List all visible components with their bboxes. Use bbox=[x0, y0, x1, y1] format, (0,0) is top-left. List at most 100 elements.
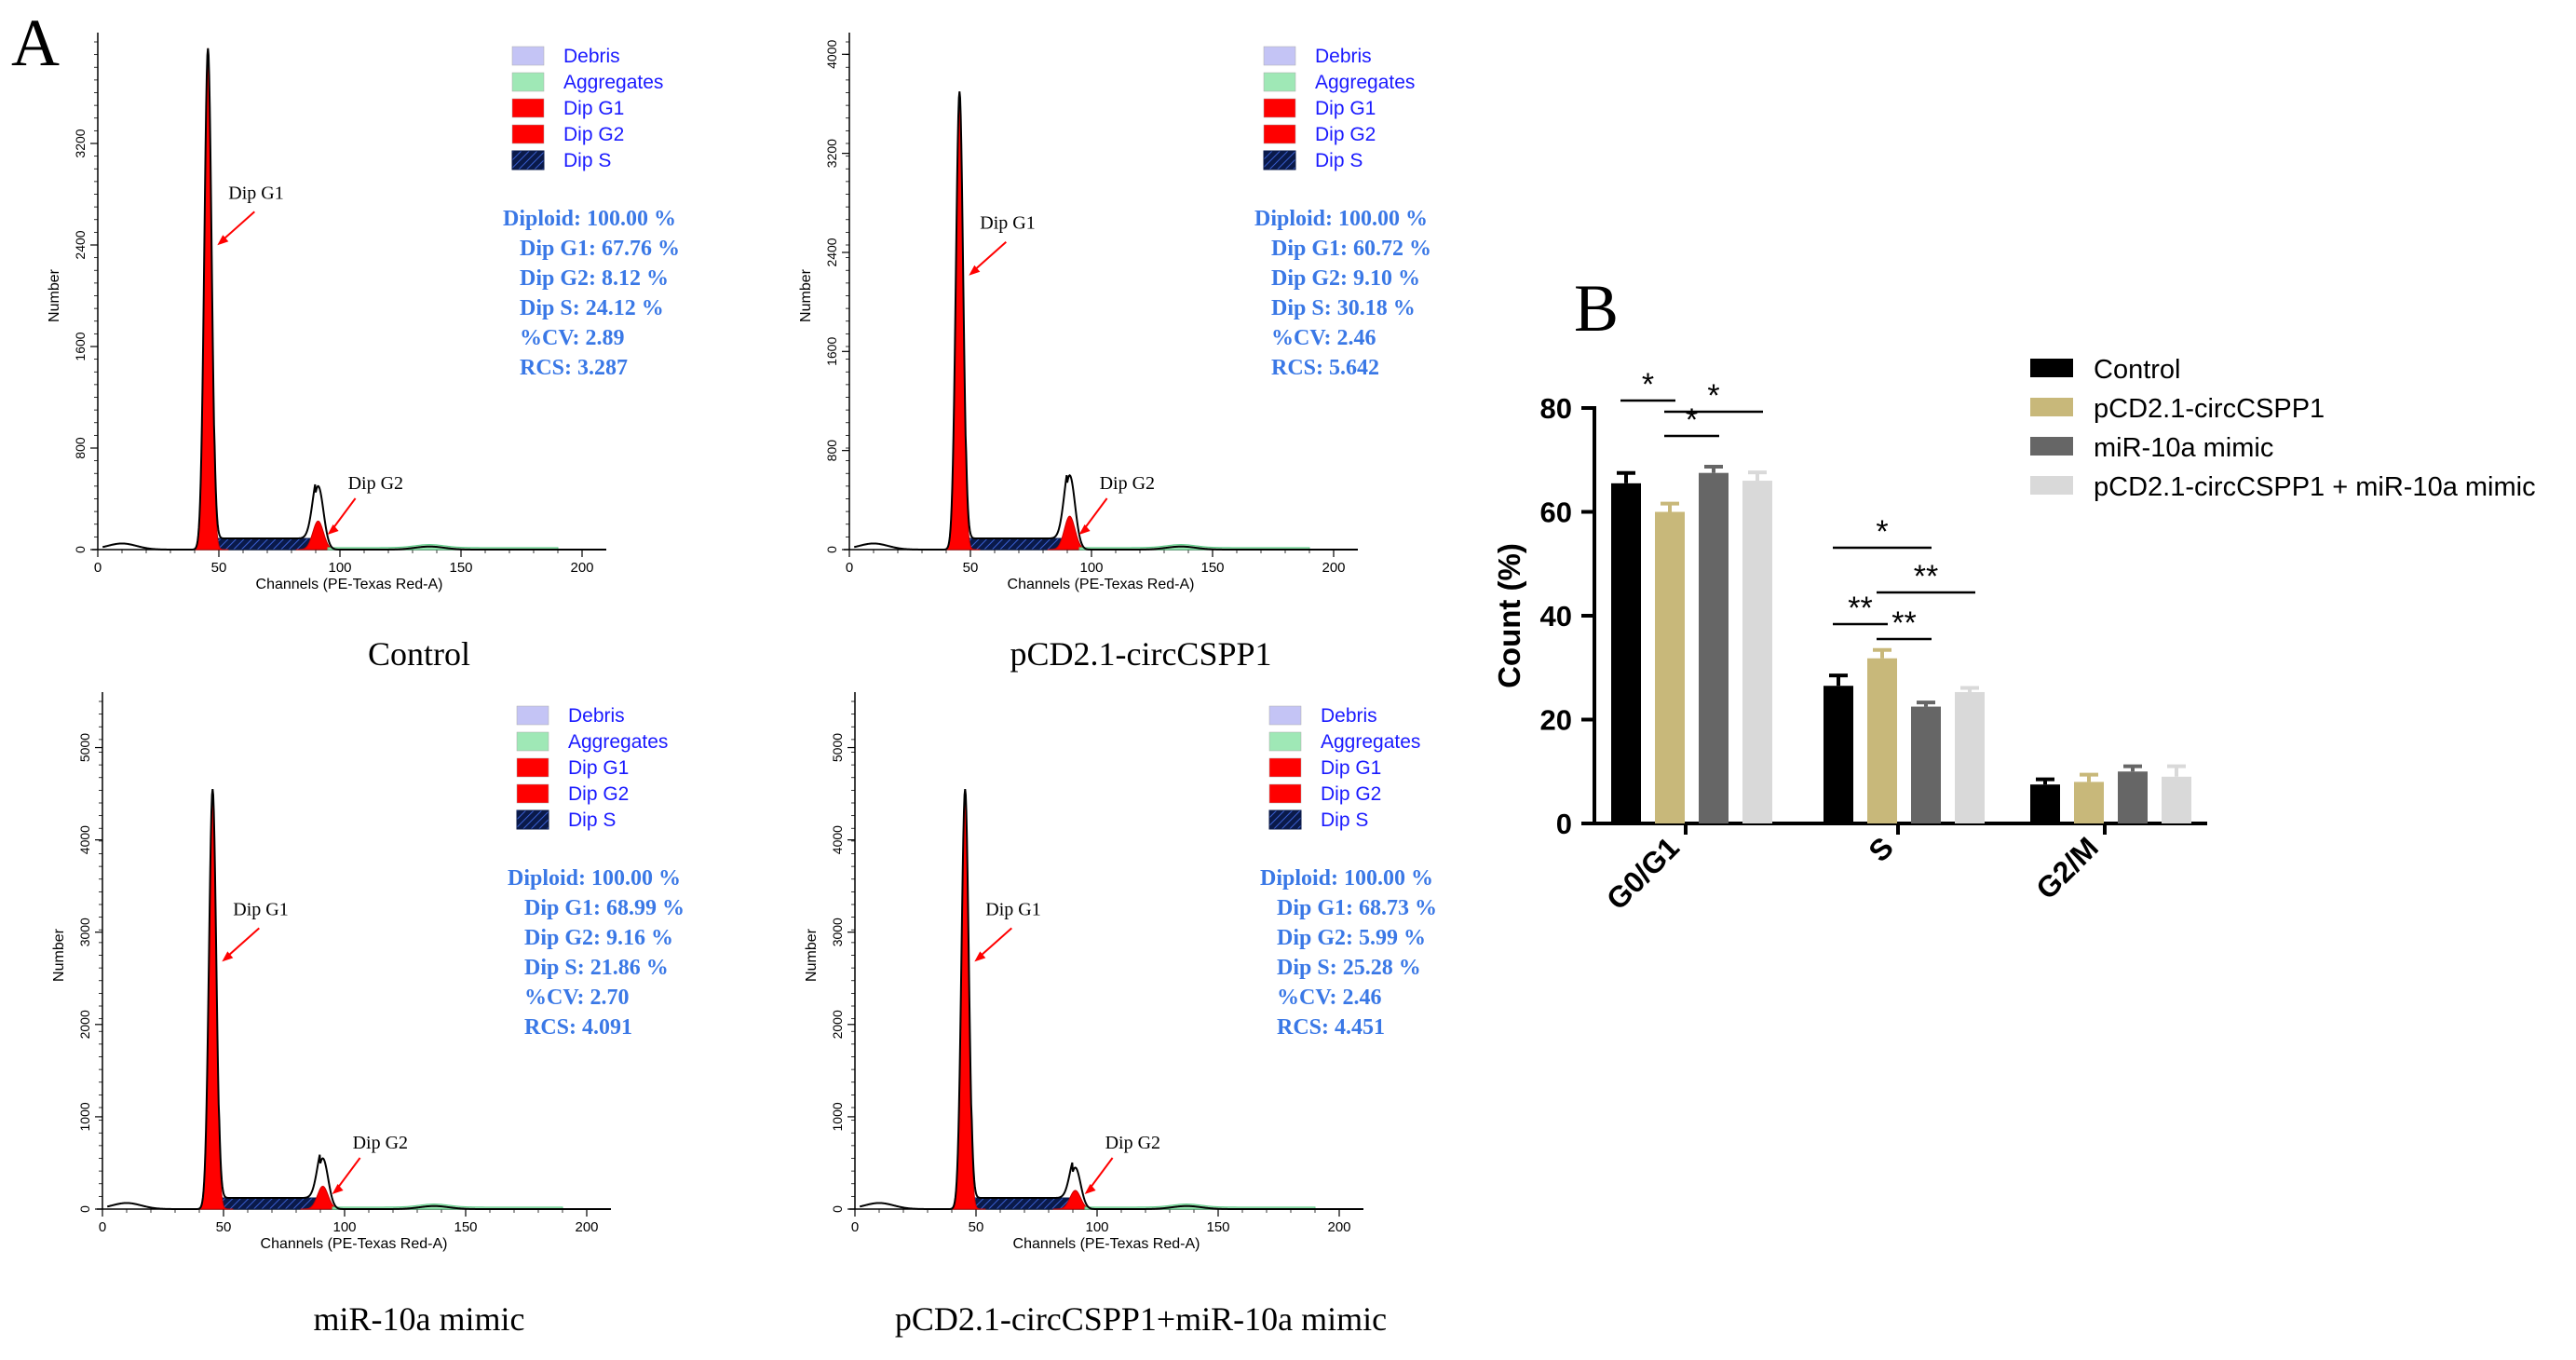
histogram-0: 0 800 1600 2400 3200 0 50 100 150 200 Channels (PE… bbox=[47, 33, 680, 673]
stat-line: Dip S: 30.18 % bbox=[1271, 296, 1416, 320]
bar-y-tick-label: 40 bbox=[1540, 600, 1572, 632]
significance-marker: * bbox=[1707, 378, 1719, 414]
bar-1-3 bbox=[1955, 691, 1985, 823]
y-axis-title: Number bbox=[51, 928, 67, 982]
bar-0-3 bbox=[1742, 481, 1772, 823]
bar-1-1 bbox=[1867, 658, 1897, 823]
stat-line: %CV: 2.46 bbox=[1277, 986, 1381, 1010]
dip-g1-arrow bbox=[971, 240, 1007, 273]
x-tick-label: 100 bbox=[1079, 560, 1103, 576]
x-tick-label: 150 bbox=[1200, 560, 1224, 576]
bar-y-tick-label: 80 bbox=[1540, 392, 1572, 425]
bar-legend-swatch bbox=[2030, 359, 2073, 377]
x-tick-label: 150 bbox=[1206, 1219, 1229, 1235]
legend-swatch bbox=[516, 757, 549, 778]
stat-line: RCS: 5.642 bbox=[1271, 356, 1379, 380]
dip-g2-arrow bbox=[1081, 497, 1108, 532]
stat-line: RCS: 4.451 bbox=[1277, 1015, 1385, 1040]
y-tick-label: 3200 bbox=[824, 139, 839, 168]
dip-g1-arrow bbox=[220, 211, 255, 243]
stat-line: Dip S: 25.28 % bbox=[1277, 956, 1421, 980]
bar-legend-swatch bbox=[2030, 437, 2073, 456]
stat-line: Dip G2: 9.16 % bbox=[524, 926, 673, 950]
histogram-3: 0 1000 2000 3000 4000 5000 0 50 100 150 200 Channel… bbox=[804, 692, 1437, 1338]
histogram-2: 0 1000 2000 3000 4000 5000 0 50 100 150 200 Channel… bbox=[51, 692, 685, 1338]
y-tick-label: 0 bbox=[77, 1205, 92, 1213]
legend-swatch bbox=[516, 705, 549, 726]
dip-g2-arrowhead bbox=[1084, 1184, 1096, 1194]
dip-g2-arrowhead bbox=[327, 524, 339, 535]
bar-2-0 bbox=[2030, 784, 2060, 823]
dip-g1-arrowhead bbox=[969, 265, 981, 276]
dip-g2-peak-label: Dip G2 bbox=[1100, 473, 1155, 494]
bar-0-2 bbox=[1699, 472, 1729, 823]
dip-g1-arrowhead bbox=[222, 951, 234, 962]
legend-swatch bbox=[1268, 731, 1302, 752]
bar-legend-swatch bbox=[2030, 476, 2073, 495]
dip-g1-peak-label: Dip G1 bbox=[980, 213, 1035, 234]
stat-line: Dip G2: 5.99 % bbox=[1277, 926, 1426, 950]
category-label: G2/M bbox=[2029, 830, 2105, 905]
y-tick-label: 1600 bbox=[824, 337, 839, 366]
x-axis-title: Channels (PE-Texas Red-A) bbox=[261, 1236, 448, 1252]
histogram-outline bbox=[106, 789, 611, 1210]
dip-g1-arrow bbox=[977, 927, 1012, 959]
legend-swatch bbox=[511, 98, 545, 118]
x-tick-label: 0 bbox=[851, 1219, 859, 1235]
legend-swatch bbox=[1263, 98, 1296, 118]
dip-g2-arrowhead bbox=[1078, 524, 1091, 535]
y-tick-label: 2400 bbox=[73, 230, 88, 259]
y-tick-label: 3000 bbox=[77, 918, 92, 946]
y-axis-title: Number bbox=[804, 928, 820, 982]
bar-2-2 bbox=[2118, 771, 2148, 823]
histogram-caption: miR-10a mimic bbox=[314, 1300, 525, 1338]
x-tick-label: 0 bbox=[99, 1219, 106, 1235]
category-label: S bbox=[1862, 830, 1900, 868]
stat-line: Diploid: 100.00 % bbox=[508, 866, 681, 891]
legend-label: Dip G2 bbox=[1321, 783, 1381, 805]
dip-s-region bbox=[965, 537, 1068, 551]
legend-label: Dip G2 bbox=[568, 783, 629, 805]
dip-g2-arrow bbox=[1087, 1157, 1114, 1191]
y-tick-label: 2000 bbox=[830, 1010, 845, 1039]
bar-legend-label: Control bbox=[2094, 355, 2181, 385]
dip-g1-peak-label: Dip G1 bbox=[233, 899, 288, 919]
stat-line: %CV: 2.70 bbox=[524, 986, 629, 1010]
dip-s-region bbox=[218, 1197, 321, 1210]
dip-g1-arrowhead bbox=[217, 235, 229, 246]
panel-b-label: B bbox=[1574, 271, 1619, 346]
legend-swatch bbox=[1263, 46, 1296, 66]
stat-line: %CV: 2.89 bbox=[520, 326, 624, 350]
dip-g2-arrow bbox=[330, 497, 357, 532]
dip-g2-peak-label: Dip G2 bbox=[1105, 1133, 1160, 1153]
stat-line: Dip G1: 68.99 % bbox=[524, 896, 685, 920]
bar-legend-label: miR-10a mimic bbox=[2094, 433, 2273, 463]
legend-label: Debris bbox=[1321, 705, 1377, 727]
significance-marker: ** bbox=[1848, 591, 1872, 626]
x-tick-label: 200 bbox=[1327, 1219, 1350, 1235]
legend-label: Dip G1 bbox=[1321, 757, 1381, 779]
y-tick-label: 0 bbox=[830, 1205, 845, 1213]
bar-y-axis-title: Count (%) bbox=[1492, 543, 1526, 688]
dip-g2-peak bbox=[1047, 515, 1087, 551]
legend-swatch bbox=[1263, 124, 1296, 144]
stat-line: Dip G1: 67.76 % bbox=[520, 237, 680, 261]
dip-s-region bbox=[213, 537, 317, 551]
legend-swatch bbox=[1268, 783, 1302, 804]
legend-swatch bbox=[1268, 705, 1302, 726]
bar-2-1 bbox=[2074, 782, 2104, 823]
legend-label: Debris bbox=[568, 705, 625, 727]
legend-swatch bbox=[511, 72, 545, 92]
legend-swatch-dip-s bbox=[1263, 150, 1296, 170]
legend-swatch bbox=[516, 783, 549, 804]
x-tick-label: 150 bbox=[454, 1219, 477, 1235]
y-tick-label: 3000 bbox=[830, 918, 845, 946]
x-axis-title: Channels (PE-Texas Red-A) bbox=[1013, 1236, 1200, 1252]
bar-legend-label: pCD2.1-circCSPP1 + miR-10a mimic bbox=[2094, 472, 2536, 502]
y-tick-label: 5000 bbox=[77, 733, 92, 762]
legend-swatch bbox=[1268, 757, 1302, 778]
panel-a-label: A bbox=[11, 6, 60, 80]
stat-line: Dip G1: 68.73 % bbox=[1277, 896, 1437, 920]
y-tick-label: 3200 bbox=[73, 129, 88, 157]
